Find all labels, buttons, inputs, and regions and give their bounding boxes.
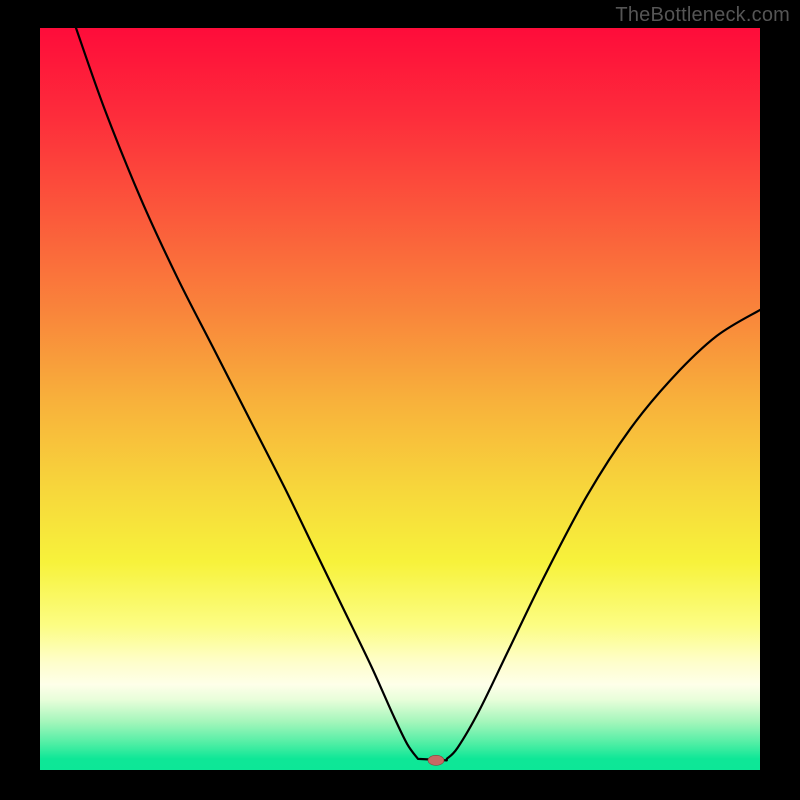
watermark-text: TheBottleneck.com <box>615 4 790 27</box>
minimum-marker <box>428 755 444 765</box>
bottleneck-curve-chart <box>40 28 760 770</box>
chart-container <box>40 28 760 770</box>
gradient-background <box>40 28 760 770</box>
